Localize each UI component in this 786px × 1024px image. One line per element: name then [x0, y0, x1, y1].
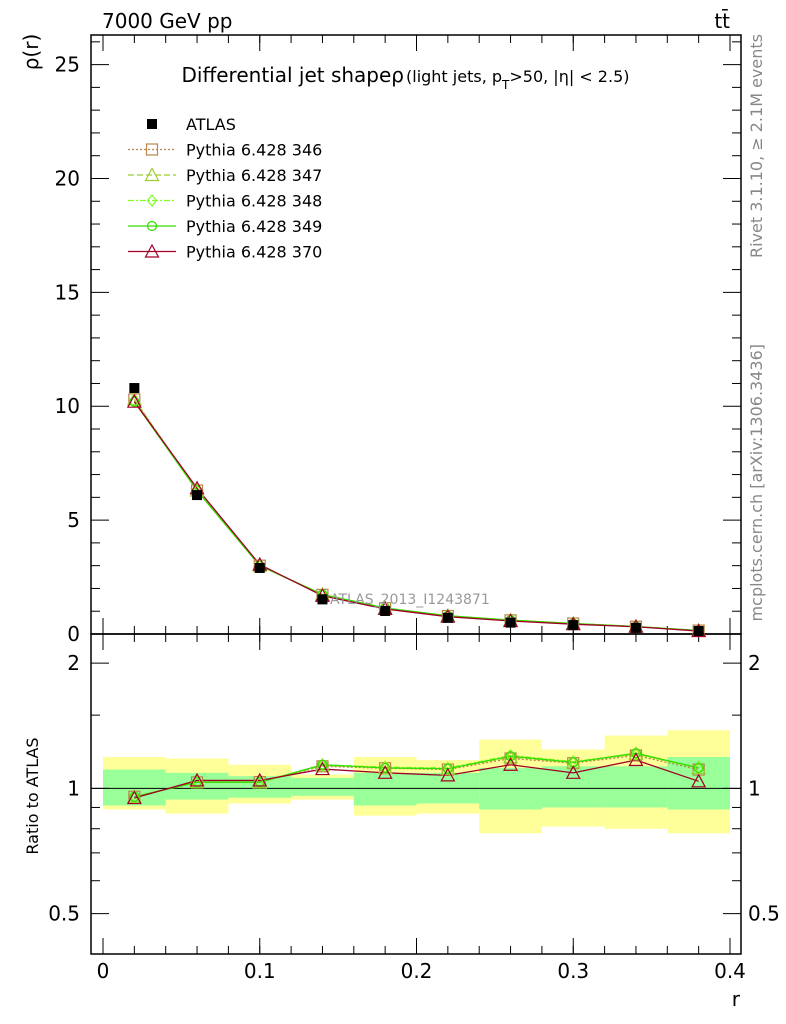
ratio-tick-label-right: 0.5: [748, 902, 780, 926]
ratio-point: [126, 790, 142, 805]
ratio-point: [693, 762, 704, 774]
legend-atlas-marker: [147, 119, 157, 129]
series-point: [126, 393, 142, 408]
ratio-point: [189, 772, 205, 787]
ratio-point: [442, 763, 453, 774]
atlas-data-point: [317, 594, 328, 605]
axis-ticks: 0 0.1 0.2 0.3 0.4 0 5 10 15 20 25 0.5 0.5 1 1 2 2: [48, 35, 780, 983]
ratio-point: [314, 761, 330, 776]
inner-band-bin: [604, 766, 668, 808]
inner-band-bin: [291, 777, 354, 796]
atlas-data-point: [693, 626, 704, 637]
y-tick-label: 10: [55, 394, 80, 418]
y-tick-label: 20: [55, 166, 80, 190]
legend-marker: [146, 194, 158, 207]
y-tick-label: 5: [67, 508, 80, 532]
x-tick-label: 0: [97, 959, 110, 983]
ratio-point: [565, 765, 581, 779]
legend-label: Pythia 6.428 347: [186, 166, 322, 185]
x-axis-label: r: [732, 987, 741, 1011]
ratio-axis-label: Ratio to ATLAS: [23, 737, 42, 854]
ratio-point: [129, 790, 140, 804]
legend-label: Pythia 6.428 349: [186, 217, 322, 236]
legend-label: Pythia 6.428 370: [186, 243, 322, 262]
ratio-point: [317, 759, 328, 770]
atlas-data-point: [192, 490, 203, 501]
ratio-point: [317, 758, 328, 772]
header-left: 7000 GeV pp: [102, 9, 233, 33]
atlas-data-point: [505, 617, 516, 628]
mcplots-credit-label: mcplots.cern.ch [arXiv:1306.3436]: [747, 344, 766, 621]
ratio-point: [440, 767, 456, 782]
ratio-tick-label-left: 1: [67, 776, 80, 800]
ratio-point: [503, 756, 519, 771]
ratio-point: [505, 751, 516, 762]
ratio-point: [252, 772, 268, 787]
atlas-data-point: [568, 620, 579, 631]
legend-marker: [144, 167, 160, 182]
ratio-uncertainty-bands: [103, 730, 730, 834]
inner-band-bin: [353, 772, 417, 806]
atlas-data-point: [254, 562, 265, 573]
atlas-data-point: [442, 612, 453, 623]
series-line-main: [133, 401, 699, 632]
analysis-watermark: ATLAS_2013_I1243871: [330, 592, 490, 608]
ratio-tick-label-right: 1: [748, 776, 761, 800]
ratio-point: [629, 749, 643, 762]
ratio-point: [504, 752, 517, 765]
atlas-data-point: [129, 383, 140, 394]
series-line-ratio: [134, 752, 699, 798]
x-tick-label: 0.2: [401, 959, 433, 983]
atlas-data-point: [380, 605, 391, 616]
x-tick-label: 0.3: [557, 959, 589, 983]
atlas-data-point: [630, 622, 641, 633]
header-right: tt̄: [714, 8, 730, 33]
ratio-tick-label-left: 2: [67, 651, 80, 675]
ratio-point: [630, 748, 642, 759]
x-tick-label: 0.1: [244, 959, 276, 983]
y-tick-label: 15: [55, 280, 80, 304]
title-tail: >50, |η| < 2.5): [509, 67, 629, 86]
ratio-point: [630, 747, 642, 761]
data-markers: [126, 383, 707, 805]
series-lines: [133, 399, 699, 799]
legend-marker: [146, 220, 158, 232]
legend-label: Pythia 6.428 346: [186, 141, 322, 160]
series-line-ratio: [134, 759, 699, 799]
x-tick-label: 0.4: [714, 959, 746, 983]
legend-marker: [145, 143, 159, 156]
ratio-point: [693, 761, 704, 775]
legend-marker: [144, 243, 160, 258]
y-tick-label: 0: [67, 622, 80, 646]
title-detail-text: (light jets, p: [406, 67, 502, 86]
inner-band-bin: [103, 769, 166, 806]
ratio-point: [377, 765, 393, 779]
inner-band-bin: [667, 756, 730, 810]
chart-title-detail: (light jets, pT>50, |η| < 2.5): [406, 67, 629, 92]
y-tick-label: 25: [55, 53, 80, 77]
legend-atlas-label: ATLAS: [186, 115, 236, 134]
chart-title: Differential jet shapeρ: [182, 63, 404, 87]
rivet-version-label: Rivet 3.1.10, ≥ 2.1M events: [747, 34, 766, 258]
y-axis-label: ρ(r): [19, 34, 43, 71]
ratio-point: [628, 752, 644, 767]
legend-label: Pythia 6.428 348: [186, 192, 322, 211]
ratio-tick-label-right: 2: [748, 651, 761, 675]
legend: ATLAS Pythia 6.428 346 Pythia 6.428 347 Pyt…: [128, 115, 322, 262]
ratio-tick-label-left: 0.5: [48, 902, 80, 926]
title-subscript: T: [501, 78, 510, 92]
ratio-point: [691, 773, 707, 788]
series-point: [129, 396, 140, 407]
ratio-point: [380, 762, 391, 774]
